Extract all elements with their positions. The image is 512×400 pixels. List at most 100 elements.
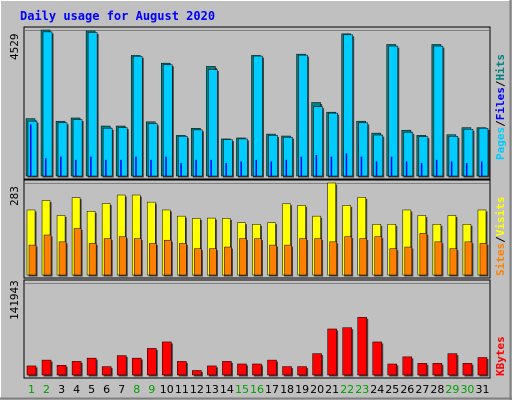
pages-bar [30,124,32,176]
kbytes-bar [402,356,413,376]
kbytes-bar [147,348,157,376]
files-bar [57,122,68,177]
pages-bar [240,161,242,176]
files-bar [42,31,53,177]
files-bar [448,136,459,177]
legend-sep-1: / [494,120,507,127]
kbytes-bar [252,363,262,376]
day-tick-label: 11 [175,383,189,396]
day-tick-label: 8 [133,383,140,396]
sites-bar [254,238,262,276]
legend-pages: Pages [494,127,507,160]
files-bar [72,119,83,177]
day-tick-label: 7 [118,383,125,396]
day-tick-label: 24 [370,383,384,396]
kbytes-bar [312,353,322,376]
legend-visits: Visits [494,197,507,237]
files-bar [268,135,278,177]
day-tick-label: 15 [235,383,249,396]
sites-bar [224,246,232,276]
day-tick-label: 16 [250,383,264,396]
files-bar [373,134,383,177]
files-bar [238,138,248,177]
sites-bar [88,243,97,276]
legend-sep-2: / [494,80,507,87]
kbytes-bar [207,365,217,376]
pages-bar [420,163,423,176]
files-bar [163,64,173,177]
kbytes-bar [297,366,307,376]
files-bar [132,56,143,177]
day-tick-label: 9 [148,383,155,396]
sites-bar [58,241,67,276]
sites-bar [329,241,337,276]
sites-bar [103,238,112,276]
files-bar [87,32,98,177]
sites-bar [374,236,382,276]
kbytes-bar [222,361,232,376]
panel-bottom [23,279,491,379]
files-bar [102,128,113,177]
sites-bar [314,238,322,276]
pages-bar [465,163,468,176]
sites-bar [419,233,428,276]
day-tick-label: 19 [295,383,309,396]
kbytes-bar [387,363,398,376]
sites-bar [194,248,202,276]
pages-bar [225,163,227,176]
files-bar [463,129,474,177]
pages-bar [90,156,92,176]
files-bar [283,137,293,177]
files-bar [313,106,323,177]
pages-bar [360,156,363,176]
pages-bar [345,153,348,176]
chart-marks: 1 2 3 4 5 6 7 8 9 10 11 12 13 14 15 16 17 18 19 20 21 22 23 24 2… [25,29,489,396]
sites-bar [449,248,458,276]
sites-bar [404,246,413,276]
day-tick-label: 29 [445,383,459,396]
pages-bar [195,159,197,176]
kbytes-bar [237,363,247,376]
sites-bar [479,243,488,276]
sites-bar [464,241,473,276]
middle-max-label: 283 [8,186,21,206]
day-tick-label: 13 [205,383,219,396]
day-tick-label: 5 [88,383,95,396]
kbytes-bar [447,353,458,376]
day-tick-label: 3 [58,383,65,396]
files-bar [433,45,444,177]
files-bar [223,139,233,177]
legend-sep-3: / [494,236,507,243]
sites-bar [269,244,277,276]
sites-bar [118,236,127,276]
files-bar [178,136,188,177]
pages-bar [75,159,77,176]
day-tick-label: 20 [310,383,324,396]
top-max-label: 4529 [8,34,21,61]
day-tick-label: 14 [220,383,234,396]
files-bar [298,54,308,177]
files-bar [27,120,38,177]
files-bar [478,128,489,177]
pages-bar [450,161,453,176]
files-bar [418,136,429,177]
kbytes-bar [101,366,112,376]
sites-bar [209,248,217,276]
kbytes-bar [26,365,37,376]
files-bar [328,112,338,177]
panel-top [23,26,491,180]
day-tick-label: 1 [28,383,35,396]
sites-bar [73,228,82,276]
bottom-max-label: 141943 [8,280,21,320]
pages-bar [405,161,408,176]
day-tick-label: 21 [325,383,339,396]
files-bar [208,69,218,177]
sites-bar [434,241,443,276]
day-tick-label: 12 [190,383,204,396]
pages-bar [330,156,333,176]
files-bar [343,34,353,177]
legend-kbytes: KBytes [494,336,507,376]
pages-bar [105,159,107,176]
middle-legend: Sites/Visits [494,197,507,277]
